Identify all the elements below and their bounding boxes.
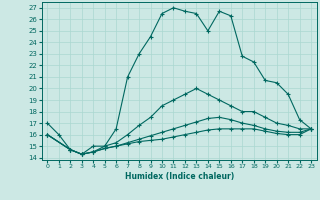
X-axis label: Humidex (Indice chaleur): Humidex (Indice chaleur) [124,172,234,181]
